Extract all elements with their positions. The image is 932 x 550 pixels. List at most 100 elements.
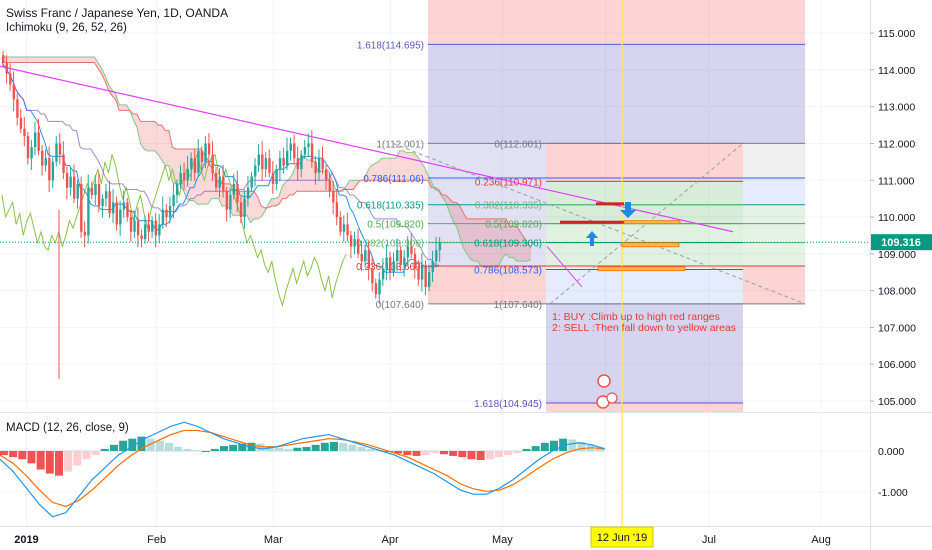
candle-body bbox=[374, 283, 378, 295]
macd-histogram-bar bbox=[440, 451, 448, 455]
candle-body bbox=[300, 154, 303, 170]
macd-histogram-bar bbox=[320, 442, 329, 451]
candle-body bbox=[215, 172, 218, 188]
candle-body bbox=[94, 183, 97, 195]
macd-histogram-bar bbox=[155, 440, 164, 451]
macd-histogram-bar bbox=[18, 451, 27, 460]
fib-zone bbox=[428, 44, 805, 144]
macd-histogram-bar bbox=[0, 451, 8, 456]
macd-histogram-bar bbox=[174, 446, 183, 451]
current-price-label: 109.316 bbox=[881, 237, 921, 249]
time-tick-label: Feb bbox=[147, 534, 166, 546]
time-tick-label: Aug bbox=[811, 534, 831, 546]
macd-legend[interactable]: MACD (12, 26, close, 9) bbox=[6, 422, 129, 434]
macd-histogram-bar bbox=[119, 440, 128, 451]
candle-body bbox=[19, 117, 23, 129]
macd-histogram-bar bbox=[302, 446, 311, 451]
candle-body bbox=[317, 158, 321, 173]
macd-histogram-bar bbox=[220, 446, 228, 451]
mini-trendline bbox=[546, 246, 583, 288]
fib-level-label: 0.618(109.306) bbox=[474, 239, 542, 250]
macd-histogram-bar bbox=[265, 446, 274, 451]
candle-body bbox=[236, 183, 239, 203]
price-tick-label: 113.000 bbox=[878, 102, 915, 114]
candle-body bbox=[314, 161, 317, 173]
macd-histogram-bar bbox=[238, 443, 247, 451]
macd-histogram-bar bbox=[256, 443, 265, 451]
candle-body bbox=[435, 250, 438, 262]
macd-signal-line bbox=[0, 429, 606, 508]
candle-body bbox=[172, 194, 175, 206]
candle-body bbox=[9, 73, 12, 85]
candle-body bbox=[76, 183, 79, 199]
fib-level-label: 0.5(109.820) bbox=[367, 220, 424, 231]
macd-histogram-bar bbox=[467, 451, 476, 460]
target-high-range bbox=[596, 202, 624, 206]
ichimoku-legend[interactable]: Ichimoku (9, 26, 52, 26) bbox=[6, 22, 127, 34]
candle-body bbox=[232, 183, 236, 195]
macd-histogram-bar bbox=[137, 436, 146, 451]
candle-body bbox=[133, 220, 136, 232]
candle-body bbox=[438, 242, 442, 251]
annotation-line-1: 1: BUY :Climb up to high red ranges bbox=[552, 311, 720, 323]
macd-histogram-bar bbox=[476, 451, 485, 461]
macd-histogram-bar bbox=[201, 451, 210, 452]
macd-histogram-bar bbox=[293, 447, 302, 451]
candle-body bbox=[417, 268, 420, 280]
candle-body bbox=[353, 239, 356, 247]
candle-body bbox=[129, 217, 133, 232]
price-tick-label: 112.000 bbox=[878, 138, 915, 150]
price-tick-label: 109.000 bbox=[878, 249, 916, 261]
macd-histogram-bar bbox=[183, 448, 192, 451]
fib-zone bbox=[546, 269, 743, 304]
target-low-area bbox=[623, 220, 681, 225]
candle-body bbox=[367, 250, 371, 269]
main-pane[interactable] bbox=[0, 0, 870, 412]
fib-level-label: 0(112.001) bbox=[494, 139, 542, 150]
time-tick-label: 2019 bbox=[14, 534, 38, 546]
candle-body bbox=[55, 143, 58, 162]
current-price-badge bbox=[871, 234, 932, 251]
candle-body bbox=[90, 187, 94, 195]
fib-zone bbox=[743, 265, 805, 304]
candle-body bbox=[303, 147, 307, 155]
candle-body bbox=[325, 169, 328, 181]
macd-histogram-bar bbox=[504, 451, 513, 456]
candle-body bbox=[243, 198, 246, 218]
candle-body bbox=[175, 183, 179, 195]
macd-histogram-bar bbox=[357, 446, 366, 451]
crosshair-date-label: 12 Jun '19 bbox=[597, 532, 647, 544]
macd-histogram-bar bbox=[91, 451, 100, 456]
candle-body bbox=[33, 132, 37, 148]
candle-body bbox=[41, 150, 44, 166]
candle-body bbox=[229, 194, 232, 210]
candle-body bbox=[80, 183, 83, 232]
fib-level-label: 0(107.640) bbox=[376, 300, 424, 311]
candle-body bbox=[65, 172, 69, 188]
candle-body bbox=[112, 202, 115, 214]
candle-body bbox=[69, 176, 72, 188]
fib-level-label: 0.618(110.335) bbox=[357, 201, 424, 212]
candle-body bbox=[16, 99, 19, 118]
macd-histogram-bar bbox=[559, 438, 568, 451]
conversion-line bbox=[1, 62, 439, 273]
candle-body bbox=[23, 128, 26, 137]
candle-body bbox=[204, 143, 207, 162]
candle-body bbox=[346, 224, 349, 236]
candle-body bbox=[190, 158, 193, 170]
price-tick-label: 106.000 bbox=[878, 359, 916, 371]
macd-histogram-bar bbox=[9, 451, 18, 458]
macd-histogram-bar bbox=[110, 444, 118, 451]
macd-histogram-bar bbox=[330, 441, 338, 451]
fib-level-label: 1(107.640) bbox=[494, 300, 542, 311]
candle-body bbox=[406, 246, 410, 258]
time-tick-label: Apr bbox=[382, 534, 399, 546]
candle-body bbox=[158, 224, 161, 236]
candle-body bbox=[254, 165, 257, 177]
fib-level-label: 0.382(109.306) bbox=[356, 239, 424, 250]
candle-body bbox=[179, 172, 182, 184]
macd-histogram-bar bbox=[284, 448, 293, 451]
price-tick-label: 107.000 bbox=[878, 322, 916, 334]
candle-body bbox=[239, 202, 243, 218]
